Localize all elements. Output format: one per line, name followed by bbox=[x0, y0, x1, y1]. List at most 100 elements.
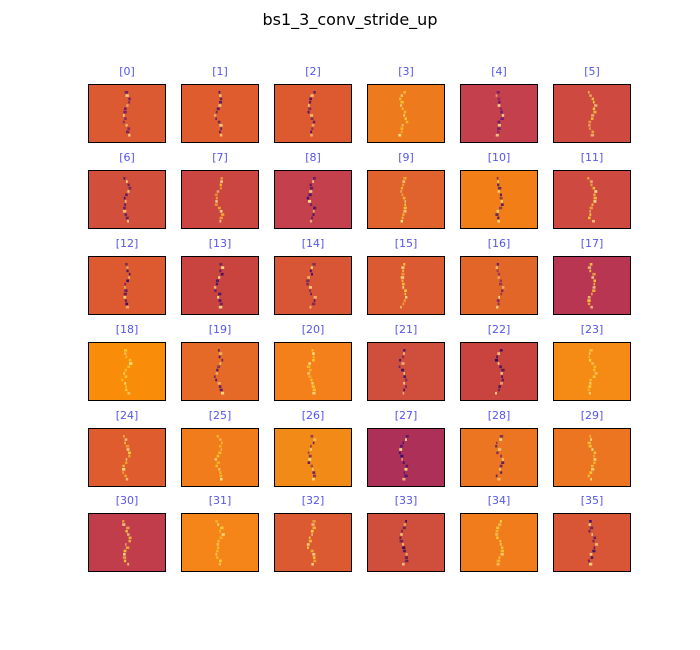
feature-stroke bbox=[494, 358, 499, 362]
feature-stroke bbox=[125, 302, 129, 306]
feature-stroke bbox=[311, 124, 315, 127]
feature-stroke bbox=[307, 546, 309, 549]
feature-stroke bbox=[220, 127, 222, 130]
feature-stroke bbox=[587, 266, 592, 269]
feature-stroke bbox=[499, 435, 504, 438]
feature-stroke bbox=[217, 206, 221, 210]
heatmap-background bbox=[89, 429, 165, 486]
feature-stroke bbox=[587, 441, 591, 445]
feature-stroke bbox=[500, 549, 504, 553]
feature-stroke bbox=[499, 193, 502, 197]
feature-panel-6: [6] bbox=[88, 151, 166, 229]
feature-stroke bbox=[590, 183, 593, 187]
feature-stroke bbox=[593, 193, 596, 197]
feature-panel-2: [2] bbox=[274, 65, 352, 143]
feature-stroke bbox=[589, 435, 592, 438]
feature-stroke bbox=[215, 196, 218, 200]
feature-stroke bbox=[588, 127, 591, 130]
feature-stroke bbox=[309, 368, 312, 372]
feature-stroke bbox=[313, 206, 317, 210]
feature-stroke bbox=[122, 210, 127, 213]
feature-stroke bbox=[593, 200, 597, 203]
feature-stroke bbox=[499, 438, 503, 441]
feature-panel-19: [19] bbox=[181, 323, 259, 401]
panel-label: [12] bbox=[115, 237, 139, 250]
feature-stroke bbox=[497, 477, 501, 481]
feature-stroke bbox=[221, 441, 223, 445]
feature-panel-5: [5] bbox=[553, 65, 631, 143]
feature-stroke bbox=[497, 362, 500, 365]
feature-stroke bbox=[496, 355, 498, 359]
feature-stroke bbox=[218, 91, 221, 94]
feature-stroke bbox=[216, 435, 219, 438]
feature-stroke bbox=[306, 543, 310, 546]
panel-label: [2] bbox=[305, 65, 321, 78]
feature-stroke bbox=[497, 302, 500, 306]
feature-stroke bbox=[311, 272, 313, 276]
feature-stroke bbox=[400, 305, 402, 309]
feature-stroke bbox=[219, 183, 222, 187]
feature-stroke bbox=[306, 196, 310, 200]
feature-stroke bbox=[309, 269, 312, 273]
feature-stroke bbox=[312, 477, 315, 481]
feature-stroke bbox=[403, 206, 407, 210]
feature-stroke bbox=[220, 448, 223, 451]
feature-panel-17: [17] bbox=[553, 237, 631, 315]
feature-stroke bbox=[312, 355, 315, 359]
heatmap-background bbox=[182, 514, 258, 571]
feature-panel-32: [32] bbox=[274, 494, 352, 572]
feature-stroke bbox=[591, 448, 594, 451]
feature-stroke bbox=[219, 471, 222, 474]
feature-stroke bbox=[310, 94, 314, 97]
feature-stroke bbox=[128, 272, 131, 276]
feature-stroke bbox=[589, 94, 592, 97]
feature-stroke bbox=[496, 562, 500, 566]
feature-panel-3: [3] bbox=[367, 65, 445, 143]
feature-stroke bbox=[125, 444, 130, 448]
feature-stroke bbox=[124, 474, 127, 478]
feature-stroke bbox=[312, 213, 315, 216]
feature-stroke bbox=[219, 219, 222, 223]
feature-stroke bbox=[400, 190, 403, 193]
feature-map-image bbox=[460, 513, 538, 572]
panel-label: [10] bbox=[487, 151, 511, 164]
feature-stroke bbox=[221, 391, 225, 395]
feature-stroke bbox=[310, 266, 313, 269]
feature-stroke bbox=[497, 276, 500, 279]
feature-stroke bbox=[124, 107, 127, 111]
feature-stroke bbox=[594, 190, 598, 193]
feature-stroke bbox=[497, 180, 499, 183]
feature-stroke bbox=[588, 120, 592, 124]
feature-stroke bbox=[499, 282, 503, 286]
feature-stroke bbox=[593, 368, 596, 372]
feature-stroke bbox=[311, 127, 314, 130]
feature-stroke bbox=[400, 104, 403, 107]
feature-stroke bbox=[126, 104, 129, 107]
feature-stroke bbox=[309, 289, 311, 292]
feature-stroke bbox=[128, 186, 132, 190]
feature-stroke bbox=[215, 520, 218, 523]
feature-stroke bbox=[589, 180, 593, 183]
feature-stroke bbox=[402, 526, 406, 530]
feature-stroke bbox=[219, 529, 221, 533]
panel-label: [23] bbox=[580, 323, 604, 336]
feature-stroke bbox=[309, 203, 313, 206]
feature-stroke bbox=[400, 130, 403, 134]
feature-stroke bbox=[497, 186, 502, 190]
feature-stroke bbox=[402, 549, 406, 553]
feature-stroke bbox=[312, 391, 316, 395]
feature-stroke bbox=[124, 388, 128, 392]
feature-stroke bbox=[217, 120, 221, 124]
feature-map-image bbox=[88, 342, 166, 401]
feature-stroke bbox=[219, 210, 223, 213]
feature-stroke bbox=[496, 305, 499, 309]
feature-panel-31: [31] bbox=[181, 494, 259, 572]
feature-stroke bbox=[590, 117, 594, 120]
feature-stroke bbox=[402, 183, 405, 187]
feature-stroke bbox=[588, 559, 590, 563]
feature-stroke bbox=[128, 276, 130, 279]
feature-stroke bbox=[498, 296, 500, 299]
feature-stroke bbox=[220, 477, 223, 481]
feature-stroke bbox=[501, 375, 503, 378]
feature-stroke bbox=[402, 441, 405, 445]
